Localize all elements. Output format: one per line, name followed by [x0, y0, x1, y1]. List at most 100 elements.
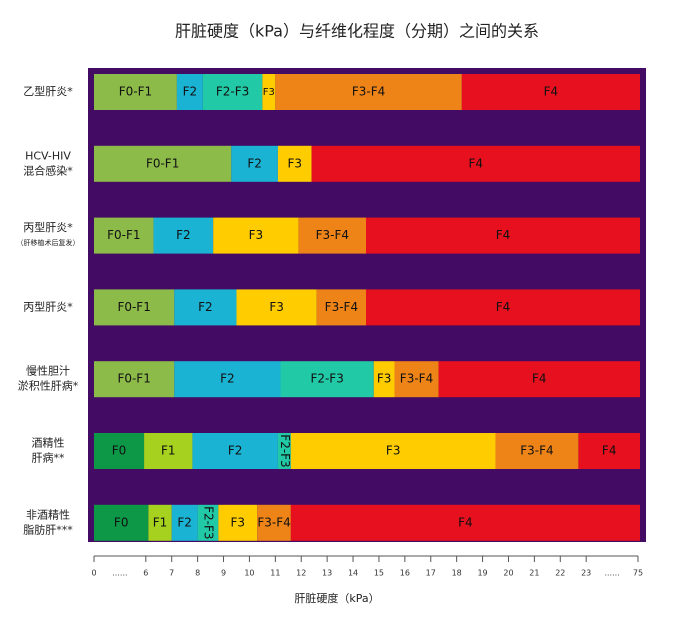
x-tick-label: 7: [169, 569, 174, 578]
segment: [394, 361, 439, 398]
segment: [94, 289, 175, 326]
segment: [94, 145, 232, 182]
row-label: 混合感染*: [23, 163, 73, 177]
segment-label: F4: [469, 156, 484, 170]
segment: [290, 504, 640, 541]
x-tick-label: 14: [348, 569, 358, 578]
segment: [153, 217, 214, 254]
segment-label: F4: [602, 444, 617, 458]
segment: [257, 504, 291, 541]
segment-label: F2: [177, 515, 192, 529]
row-label: 丙型肝炎*: [23, 220, 73, 234]
x-tick-label: 13: [322, 569, 332, 578]
row-label: 淤积性肝病*: [18, 379, 79, 393]
segment: [192, 433, 278, 469]
x-tick-label: 16: [400, 569, 410, 578]
x-axis-title: 肝脏硬度（kPa）: [294, 591, 379, 605]
segment-label: F3: [249, 228, 264, 242]
segment: [280, 361, 374, 398]
x-tick-label: 22: [555, 569, 565, 578]
segment-label: F3: [230, 515, 245, 529]
segment-label: F1: [161, 444, 176, 458]
segment: [495, 433, 579, 469]
segment-label: F3: [287, 156, 302, 170]
segment-label: F2: [220, 372, 235, 386]
x-tick-label: 19: [477, 569, 487, 578]
segment: [94, 217, 154, 254]
segment-label: F3-F4: [352, 85, 385, 99]
segment-label: F2-F3: [216, 85, 249, 99]
segment: [311, 145, 640, 182]
segment-label: F2: [247, 156, 262, 170]
segment: [275, 74, 462, 110]
segment: [277, 433, 291, 469]
segment: [174, 289, 237, 326]
segment-label: F3: [377, 372, 392, 386]
segment-label: F2: [198, 300, 213, 314]
segment: [174, 361, 281, 398]
segment: [148, 504, 172, 541]
x-tick-label: 23: [581, 569, 591, 578]
segment-label: F0: [114, 515, 129, 529]
segment: [144, 433, 193, 469]
row-label: 非酒精性: [26, 507, 70, 521]
segment: [171, 504, 198, 541]
segment-label: F3-F4: [257, 515, 290, 529]
x-tick-label: 18: [452, 569, 462, 578]
row-label: 肝病**: [32, 451, 65, 465]
segment: [197, 504, 219, 541]
segment-label: F0-F1: [119, 85, 152, 99]
segment-label: F4: [544, 85, 559, 99]
segment-label: F3-F4: [325, 300, 358, 314]
segment: [236, 289, 317, 326]
segment-label: F3: [386, 444, 401, 458]
x-tick-label: 12: [296, 569, 306, 578]
segment: [373, 361, 395, 398]
segment-label: F4: [496, 300, 511, 314]
segment-label: F2: [176, 228, 191, 242]
segment-label: F1: [153, 515, 168, 529]
segment-label: F3-F4: [400, 372, 433, 386]
segment: [366, 217, 640, 254]
x-tick-label: 0: [91, 569, 96, 578]
segment: [94, 74, 177, 110]
segment-label: F3: [263, 87, 275, 98]
segment-label: F2: [183, 85, 198, 99]
segment: [94, 361, 175, 398]
segment-label: F3-F4: [316, 228, 349, 242]
segment: [316, 289, 366, 326]
x-tick-label: 8: [195, 569, 200, 578]
segment: [298, 217, 366, 254]
segment: [290, 433, 496, 469]
x-tick-label: 6: [143, 569, 148, 578]
row-label: 慢性胆汁: [26, 364, 70, 378]
segment-label: F4: [532, 372, 547, 386]
segment: [218, 504, 258, 541]
segment: [213, 217, 299, 254]
x-tick-label: 15: [374, 569, 384, 578]
row-label: 酒精性: [32, 436, 65, 450]
segment: [366, 289, 640, 326]
segment-label: F2-F3: [201, 506, 215, 539]
segment: [202, 74, 263, 110]
segment-label: F2-F3: [278, 434, 292, 467]
segment-label: F0-F1: [107, 228, 140, 242]
x-tick-label: 17: [426, 569, 436, 578]
segment-label: F4: [458, 515, 473, 529]
x-tick-label: 75: [633, 569, 643, 578]
segment: [94, 504, 149, 541]
segment-label: F0-F1: [117, 300, 150, 314]
row-label: （肝移植术后复发）: [17, 238, 80, 247]
segment: [231, 145, 278, 182]
segment: [277, 145, 312, 182]
segment-label: F0: [112, 444, 127, 458]
row-label: 脂肪肝***: [23, 522, 73, 536]
segment: [461, 74, 640, 110]
x-tick-label: 21: [529, 569, 539, 578]
segment-label: F0-F1: [117, 372, 150, 386]
segment-label: F3-F4: [520, 444, 553, 458]
segment: [176, 74, 203, 110]
segment-label: F4: [496, 228, 511, 242]
x-tick-label: 10: [244, 569, 254, 578]
